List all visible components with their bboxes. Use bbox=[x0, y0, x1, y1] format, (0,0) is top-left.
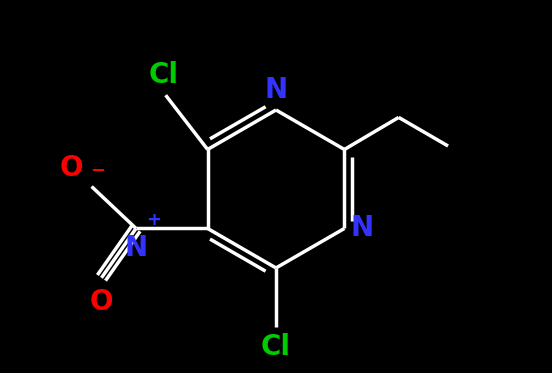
Text: N: N bbox=[124, 234, 147, 262]
Text: Cl: Cl bbox=[261, 333, 291, 361]
Text: N: N bbox=[264, 76, 288, 104]
Text: N: N bbox=[351, 214, 374, 242]
Text: +: + bbox=[146, 211, 161, 229]
Text: O: O bbox=[59, 154, 83, 182]
Text: O: O bbox=[90, 288, 113, 316]
Text: −: − bbox=[90, 162, 105, 180]
Text: Cl: Cl bbox=[148, 61, 178, 89]
